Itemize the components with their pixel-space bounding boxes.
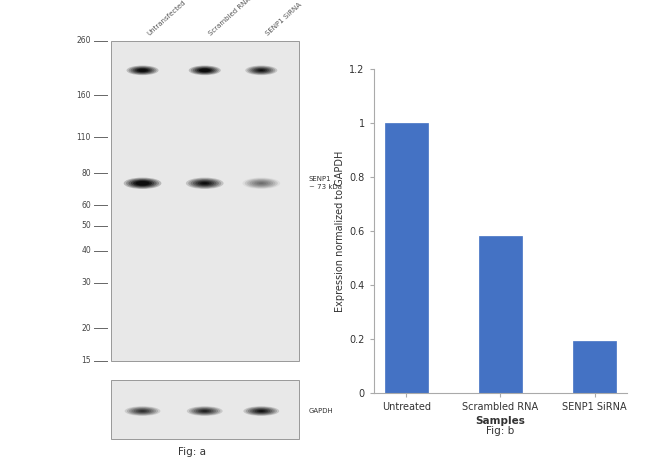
Ellipse shape xyxy=(131,408,154,414)
Ellipse shape xyxy=(136,409,150,413)
Ellipse shape xyxy=(138,182,148,185)
Ellipse shape xyxy=(129,407,156,415)
Text: 15: 15 xyxy=(81,356,91,365)
Ellipse shape xyxy=(125,406,161,416)
Ellipse shape xyxy=(135,68,151,73)
Ellipse shape xyxy=(257,182,266,185)
Ellipse shape xyxy=(203,70,207,71)
Ellipse shape xyxy=(248,407,275,415)
Ellipse shape xyxy=(197,68,213,73)
Bar xyxy=(111,380,299,439)
Text: SENP1
~ 73 kDa: SENP1 ~ 73 kDa xyxy=(309,176,342,190)
Ellipse shape xyxy=(194,408,216,414)
Text: Untransfected: Untransfected xyxy=(146,0,187,37)
Ellipse shape xyxy=(259,70,263,71)
Ellipse shape xyxy=(255,69,267,72)
Bar xyxy=(111,41,299,361)
Text: SENP1 SiRNA: SENP1 SiRNA xyxy=(265,1,303,37)
Ellipse shape xyxy=(129,66,157,75)
Ellipse shape xyxy=(131,180,154,187)
Ellipse shape xyxy=(188,66,221,75)
Ellipse shape xyxy=(129,179,157,188)
Ellipse shape xyxy=(199,69,211,72)
Ellipse shape xyxy=(140,70,144,71)
Ellipse shape xyxy=(252,180,271,186)
Text: Scrambled RNA: Scrambled RNA xyxy=(208,0,252,37)
Ellipse shape xyxy=(243,406,280,416)
Ellipse shape xyxy=(252,67,271,73)
Ellipse shape xyxy=(257,69,265,71)
Ellipse shape xyxy=(242,178,280,189)
Text: 260: 260 xyxy=(77,37,91,45)
Ellipse shape xyxy=(140,183,145,184)
Ellipse shape xyxy=(245,178,278,188)
Ellipse shape xyxy=(134,409,151,414)
Ellipse shape xyxy=(190,179,219,188)
Ellipse shape xyxy=(196,409,214,414)
Ellipse shape xyxy=(127,407,158,415)
Ellipse shape xyxy=(189,407,220,415)
Ellipse shape xyxy=(195,67,215,73)
Ellipse shape xyxy=(196,180,215,186)
Ellipse shape xyxy=(135,181,150,186)
Ellipse shape xyxy=(190,66,219,75)
Ellipse shape xyxy=(138,410,147,412)
Text: 50: 50 xyxy=(81,221,91,230)
Ellipse shape xyxy=(252,409,270,414)
Ellipse shape xyxy=(126,178,159,188)
Ellipse shape xyxy=(259,410,263,412)
Bar xyxy=(573,341,616,393)
Ellipse shape xyxy=(133,180,152,186)
Ellipse shape xyxy=(198,181,212,186)
Ellipse shape xyxy=(247,179,276,188)
Ellipse shape xyxy=(201,69,209,71)
Ellipse shape xyxy=(254,181,268,186)
Ellipse shape xyxy=(136,69,149,72)
Ellipse shape xyxy=(203,410,207,412)
Text: 160: 160 xyxy=(77,91,91,100)
Ellipse shape xyxy=(200,182,209,185)
Ellipse shape xyxy=(140,410,145,412)
Ellipse shape xyxy=(188,178,221,188)
Ellipse shape xyxy=(124,178,161,189)
Ellipse shape xyxy=(259,183,264,184)
Text: Fig: a: Fig: a xyxy=(177,447,206,457)
Ellipse shape xyxy=(198,409,211,413)
Text: 20: 20 xyxy=(81,324,91,333)
Ellipse shape xyxy=(193,67,216,74)
Ellipse shape xyxy=(131,67,155,74)
Ellipse shape xyxy=(246,407,277,415)
Ellipse shape xyxy=(254,68,269,73)
Ellipse shape xyxy=(191,407,218,415)
Ellipse shape xyxy=(186,178,224,189)
Ellipse shape xyxy=(193,180,216,187)
Text: 110: 110 xyxy=(77,133,91,142)
Text: 80: 80 xyxy=(81,169,91,178)
Ellipse shape xyxy=(200,410,209,412)
Y-axis label: Expression normalized to GAPDH: Expression normalized to GAPDH xyxy=(335,150,345,312)
X-axis label: Samples: Samples xyxy=(476,416,525,426)
Ellipse shape xyxy=(245,66,278,75)
Ellipse shape xyxy=(250,408,272,414)
Ellipse shape xyxy=(127,66,159,75)
Text: 30: 30 xyxy=(81,278,91,288)
Ellipse shape xyxy=(202,183,207,184)
Ellipse shape xyxy=(133,67,153,73)
Ellipse shape xyxy=(250,180,273,187)
Text: 60: 60 xyxy=(81,201,91,210)
Ellipse shape xyxy=(138,69,146,71)
Ellipse shape xyxy=(247,66,276,75)
Ellipse shape xyxy=(255,409,268,413)
Ellipse shape xyxy=(257,410,266,412)
Text: 40: 40 xyxy=(81,246,91,255)
Text: GAPDH: GAPDH xyxy=(309,408,333,414)
Text: Fig: b: Fig: b xyxy=(486,426,515,436)
Ellipse shape xyxy=(250,67,273,74)
Bar xyxy=(385,123,428,393)
Ellipse shape xyxy=(187,406,223,416)
Bar xyxy=(479,236,522,393)
